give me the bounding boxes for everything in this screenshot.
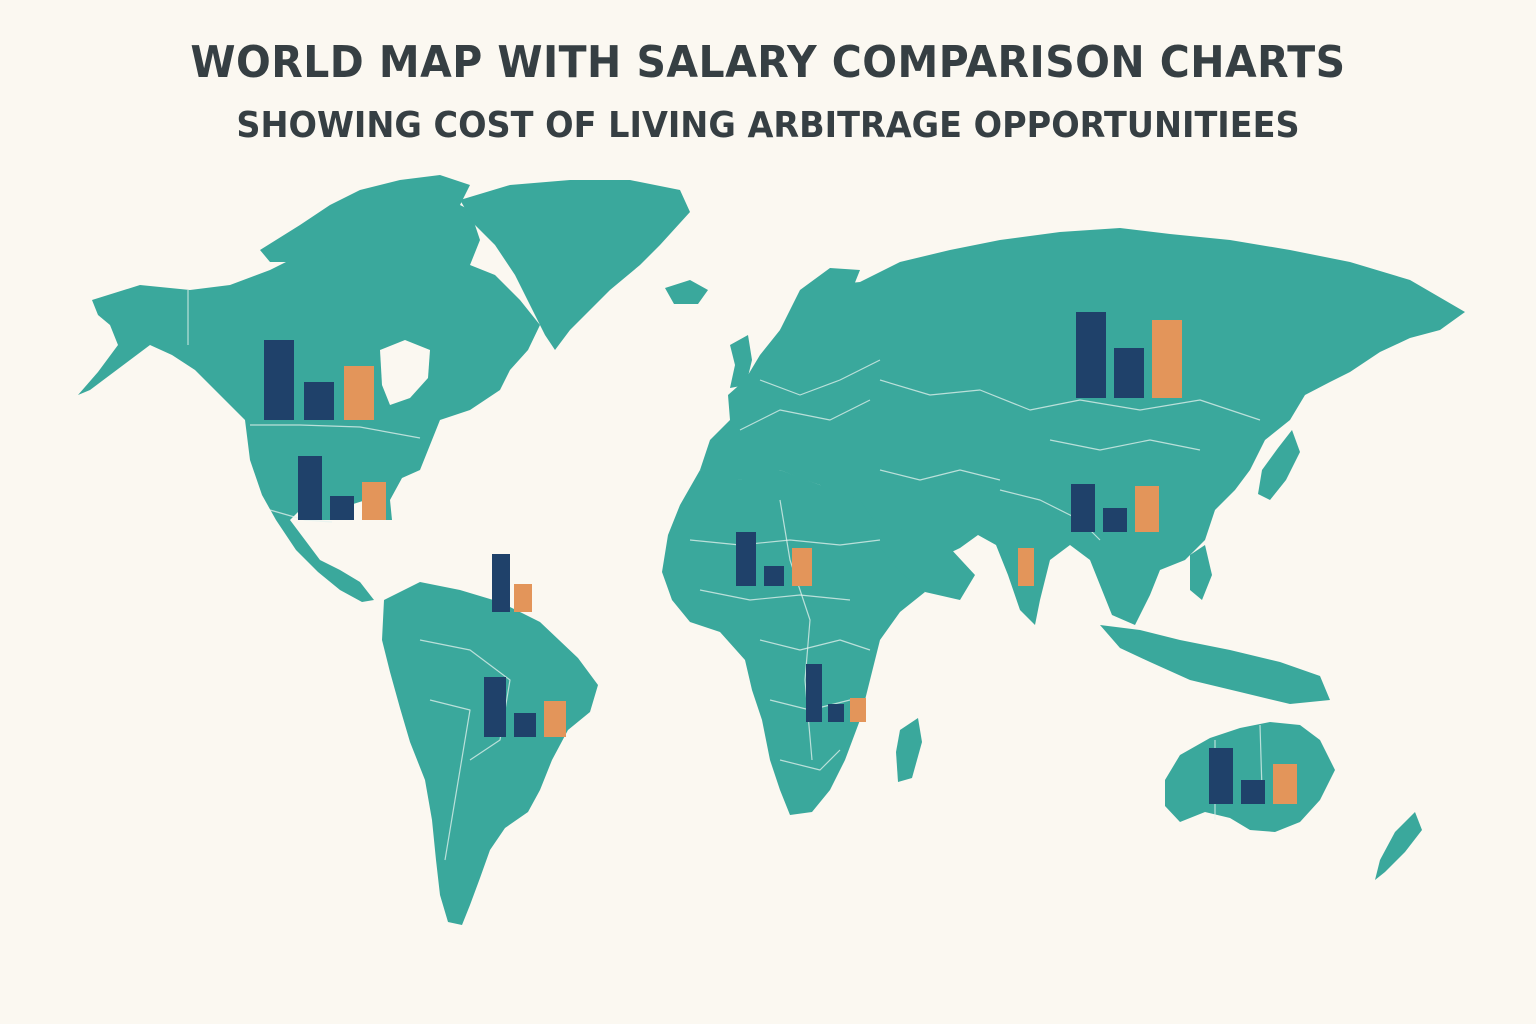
border-africa-5 (779, 749, 841, 771)
land-iceland (665, 280, 708, 304)
west-africa-cost-of-living-bar (792, 548, 812, 586)
land-australia (1165, 722, 1335, 832)
bar-chart-russia (1076, 312, 1182, 398)
land-indonesia (1100, 625, 1330, 704)
land-scandinavia (780, 268, 860, 360)
title-block: WORLD MAP WITH SALARY COMPARISON CHARTS … (0, 30, 1536, 156)
land-arctic-islands (260, 175, 470, 262)
caribbean-salary-bar (492, 554, 510, 612)
land-eurasia (700, 228, 1465, 625)
central-africa-salary-bar (806, 664, 822, 722)
brazil-local-salary-bar (514, 713, 536, 737)
land-philippines (1190, 545, 1212, 600)
china-salary-bar (1071, 484, 1095, 532)
map-subtitle: SHOWING COST OF LIVING ARBITRAGE OPPORTU… (236, 105, 1300, 146)
australia-cost-of-living-bar (1273, 764, 1297, 804)
bar-chart-united-states (298, 456, 386, 520)
russia-cost-of-living-bar (1152, 320, 1182, 398)
india-cost-of-living-bar (1018, 548, 1034, 586)
border-middle-east (879, 469, 1001, 481)
bar-chart-china (1071, 484, 1159, 532)
central-africa-cost-of-living-bar (850, 698, 866, 722)
australia-salary-bar (1209, 748, 1233, 804)
canada-cost-of-living-bar (344, 366, 374, 420)
brazil-salary-bar (484, 677, 506, 737)
border-canada-us (250, 424, 421, 439)
bar-chart-brazil (484, 677, 566, 737)
border-russia-south (879, 379, 1261, 421)
land-british-isles (730, 335, 752, 388)
united-states-local-salary-bar (330, 496, 354, 520)
united-states-cost-of-living-bar (362, 482, 386, 520)
land-africa (662, 470, 925, 815)
west-africa-local-salary-bar (764, 566, 784, 586)
border-africa-1 (689, 539, 881, 546)
china-local-salary-bar (1103, 508, 1127, 532)
map-title: WORLD MAP WITH SALARY COMPARISON CHARTS (190, 37, 1346, 88)
land-japan (1258, 430, 1300, 500)
land-greenland (460, 180, 690, 350)
bar-chart-india (1018, 548, 1034, 586)
canada-salary-bar (264, 340, 294, 420)
central-africa-local-salary-bar (828, 704, 844, 722)
bar-chart-canada (264, 340, 374, 420)
border-africa-2 (699, 589, 851, 601)
landmasses (78, 175, 1465, 925)
bar-chart-caribbean (492, 554, 532, 612)
caribbean-cost-of-living-bar (514, 584, 532, 612)
land-madagascar (896, 718, 922, 782)
salary-charts (264, 312, 1297, 804)
bar-chart-australia (1209, 748, 1297, 804)
russia-local-salary-bar (1114, 348, 1144, 398)
land-arabia (870, 528, 975, 600)
west-africa-salary-bar (736, 532, 756, 586)
united-states-salary-bar (298, 456, 322, 520)
australia-local-salary-bar (1241, 780, 1265, 804)
canada-local-salary-bar (304, 382, 334, 420)
border-china-mongolia (1049, 439, 1201, 451)
bar-chart-central-africa (806, 664, 866, 722)
bar-chart-west-africa (736, 532, 812, 586)
country-borders (187, 290, 1263, 861)
russia-salary-bar (1076, 312, 1106, 398)
hudson-bay (380, 340, 430, 405)
land-new-zealand (1375, 812, 1422, 880)
land-south-america (382, 582, 598, 925)
border-south-america-2 (429, 699, 471, 861)
border-europe-2 (759, 359, 881, 396)
border-africa-3 (759, 639, 871, 651)
border-europe-1 (739, 399, 871, 431)
border-south-america-1 (419, 639, 511, 761)
china-cost-of-living-bar (1135, 486, 1159, 532)
brazil-cost-of-living-bar (544, 701, 566, 737)
